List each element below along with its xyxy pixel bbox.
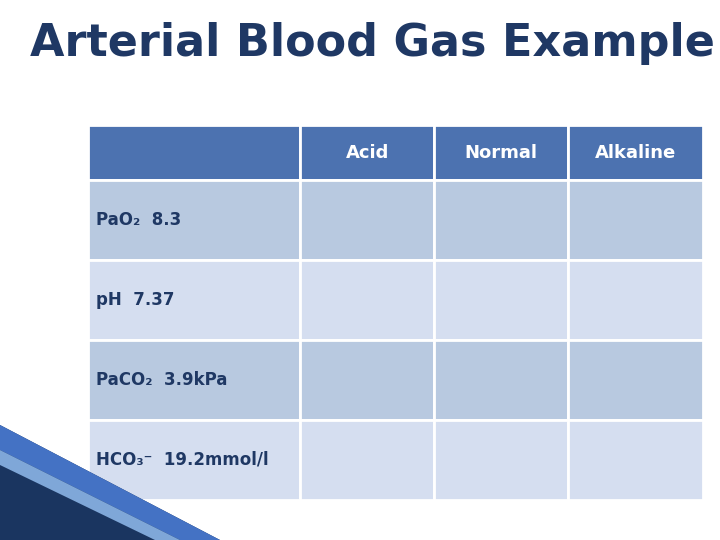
Bar bbox=[568, 420, 703, 500]
Polygon shape bbox=[0, 425, 220, 540]
Bar bbox=[88, 420, 300, 500]
Text: Arterial Blood Gas Example - 8: Arterial Blood Gas Example - 8 bbox=[30, 22, 720, 65]
Text: Alkaline: Alkaline bbox=[595, 144, 676, 161]
Bar bbox=[434, 180, 568, 260]
Bar bbox=[88, 260, 300, 340]
Bar bbox=[300, 260, 434, 340]
Bar bbox=[568, 125, 703, 180]
Text: PaCO₂  3.9kPa: PaCO₂ 3.9kPa bbox=[96, 371, 228, 389]
Bar bbox=[434, 420, 568, 500]
Bar bbox=[300, 125, 434, 180]
Text: Acid: Acid bbox=[346, 144, 389, 161]
Bar bbox=[434, 340, 568, 420]
Polygon shape bbox=[0, 425, 220, 540]
Text: HCO₃⁻  19.2mmol/l: HCO₃⁻ 19.2mmol/l bbox=[96, 451, 269, 469]
Text: Normal: Normal bbox=[465, 144, 538, 161]
Bar bbox=[434, 260, 568, 340]
Bar bbox=[88, 340, 300, 420]
Text: pH  7.37: pH 7.37 bbox=[96, 291, 174, 309]
Bar bbox=[434, 125, 568, 180]
Bar bbox=[568, 180, 703, 260]
Polygon shape bbox=[0, 450, 180, 540]
Bar bbox=[300, 420, 434, 500]
Bar bbox=[568, 260, 703, 340]
Bar bbox=[300, 340, 434, 420]
Bar bbox=[568, 340, 703, 420]
Bar bbox=[88, 180, 300, 260]
Bar bbox=[300, 180, 434, 260]
Bar bbox=[88, 125, 300, 180]
Text: PaO₂  8.3: PaO₂ 8.3 bbox=[96, 211, 181, 229]
